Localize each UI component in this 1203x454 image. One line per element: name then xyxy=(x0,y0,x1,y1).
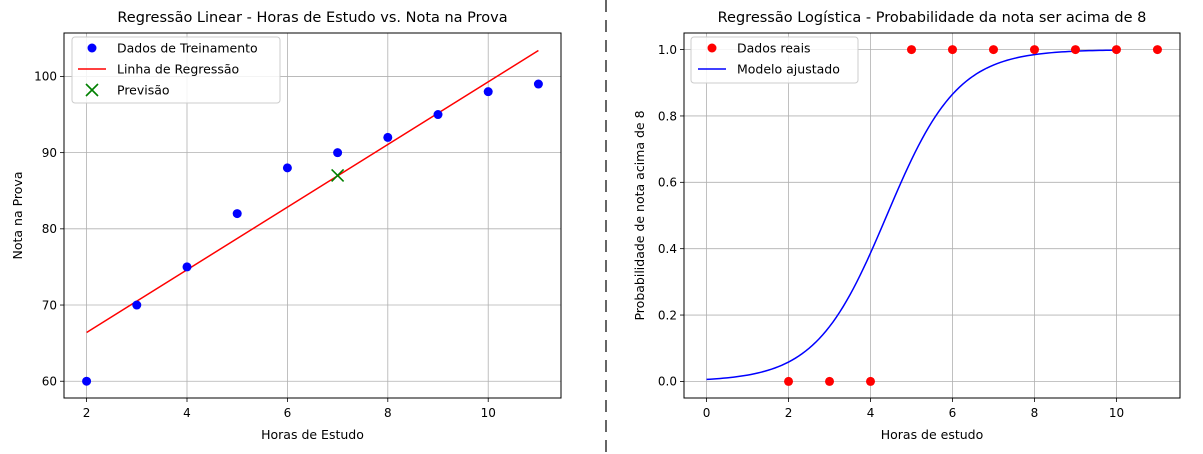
scatter-point xyxy=(232,209,242,219)
y-tick-label: 0.8 xyxy=(658,109,677,123)
y-tick-label: 0.6 xyxy=(658,176,677,190)
x-tick-label: 6 xyxy=(949,406,957,420)
chart-title: Regressão Logística - Probabilidade da n… xyxy=(718,10,1147,26)
x-tick-label: 0 xyxy=(703,406,711,420)
legend-box xyxy=(71,36,281,104)
legend-label: Dados de Treinamento xyxy=(117,41,258,56)
x-tick-label: 8 xyxy=(384,406,392,420)
x-tick-label: 2 xyxy=(785,406,793,420)
x-tick-label: 4 xyxy=(183,406,191,420)
chart-title: Regressão Linear - Horas de Estudo vs. N… xyxy=(117,10,507,26)
scatter-point xyxy=(784,376,794,386)
y-tick-label: 1.0 xyxy=(658,43,677,57)
scatter-point xyxy=(333,148,343,158)
scatter-point xyxy=(1111,45,1121,55)
y-tick-label: 70 xyxy=(42,298,57,312)
legend-scatter-marker xyxy=(87,43,97,53)
y-tick-label: 0.0 xyxy=(658,375,677,389)
x-tick-label: 6 xyxy=(284,406,292,420)
scatter-point xyxy=(947,45,957,55)
scatter-point xyxy=(1029,45,1039,55)
scatter-point xyxy=(825,376,835,386)
x-tick-label: 10 xyxy=(481,406,496,420)
legend-label: Dados reais xyxy=(737,41,811,56)
regression-line xyxy=(86,49,539,334)
legend-box xyxy=(690,36,859,84)
legend-label: Linha de Regressão xyxy=(117,62,239,77)
x-axis-label: Horas de Estudo xyxy=(261,427,364,442)
x-tick-label: 4 xyxy=(867,406,875,420)
scatter-point xyxy=(907,45,917,55)
y-tick-label: 0.4 xyxy=(658,242,677,256)
legend: Dados reais Modelo ajustado xyxy=(690,36,859,84)
y-tick-label: 90 xyxy=(42,146,57,160)
scatter-point xyxy=(866,376,876,386)
data-marks xyxy=(82,49,543,386)
logistic-curve xyxy=(706,49,1117,381)
scatter-point xyxy=(433,110,443,120)
plot-frame xyxy=(63,32,562,399)
linear-regression-chart: 2 4 6 8 10 60 70 80 90 100 Regressão Linear - Hor… xyxy=(10,10,562,442)
scatter-point xyxy=(182,262,192,272)
scatter-point xyxy=(132,300,142,310)
x-tick-label: 8 xyxy=(1031,406,1039,420)
y-tick-label: 80 xyxy=(42,222,57,236)
scatter-point xyxy=(988,45,998,55)
axis-ticks: 2 4 6 8 10 60 70 80 90 100 xyxy=(34,70,496,420)
scatter-point xyxy=(82,376,92,386)
scatter-point xyxy=(533,79,543,89)
data-marks xyxy=(706,45,1162,386)
legend-x-marker xyxy=(85,83,99,97)
scatter-point xyxy=(282,163,292,173)
x-tick-label: 10 xyxy=(1109,406,1124,420)
y-tick-label: 60 xyxy=(42,375,57,389)
x-tick-label: 2 xyxy=(83,406,91,420)
grid-lines xyxy=(684,33,1180,398)
scatter-point xyxy=(383,132,393,142)
x-axis-label: Horas de estudo xyxy=(881,427,984,442)
y-axis-label: Probabilidade de nota acima de 8 xyxy=(632,110,647,320)
scatter-point xyxy=(1070,45,1080,55)
scatter-point xyxy=(1152,45,1162,55)
legend-label: Modelo ajustado xyxy=(737,62,840,77)
plot-frame xyxy=(683,32,1181,399)
legend: Dados de Treinamento Linha de Regressão … xyxy=(71,36,281,104)
axis-ticks: 0 2 4 6 8 10 0.0 0.2 0.4 0.6 0.8 1.0 xyxy=(658,43,1124,420)
y-tick-label: 100 xyxy=(34,70,57,84)
prediction-marker xyxy=(331,168,345,183)
legend-scatter-marker xyxy=(707,43,717,53)
scatter-point xyxy=(483,87,493,97)
logistic-regression-chart: 0 2 4 6 8 10 0.0 0.2 0.4 0.6 0.8 1.0 Regressão Logí… xyxy=(632,10,1181,442)
y-tick-label: 0.2 xyxy=(658,308,677,322)
y-axis-label: Nota na Prova xyxy=(10,172,25,260)
legend-label: Previsão xyxy=(117,83,170,98)
